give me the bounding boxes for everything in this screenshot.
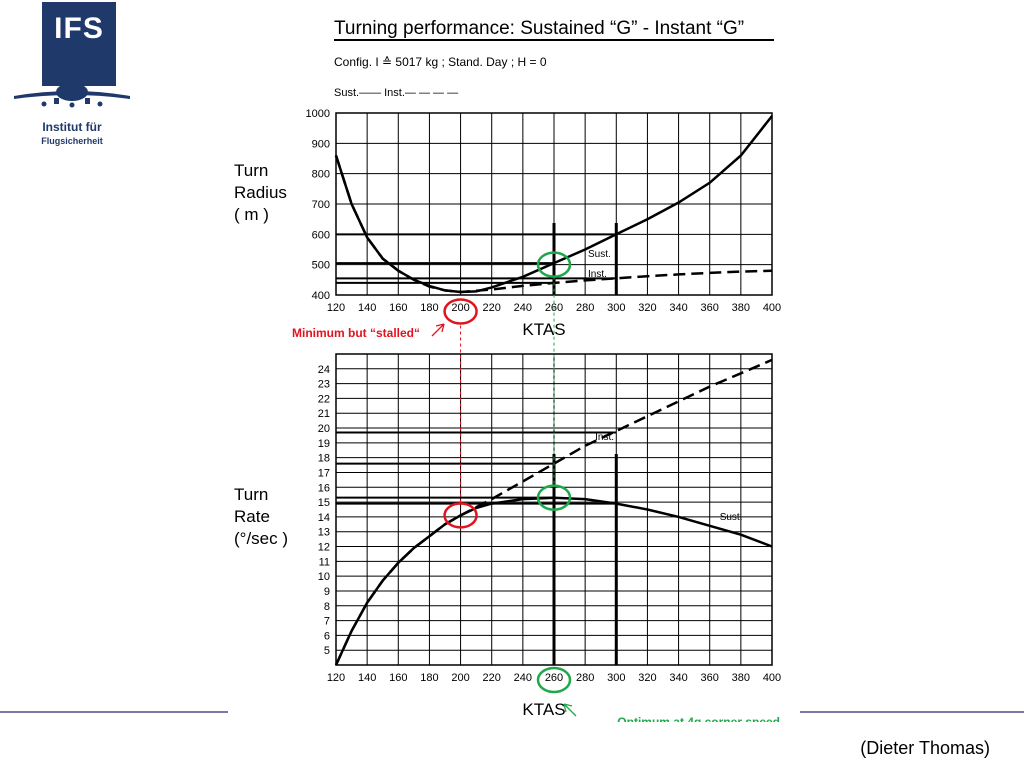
- x-tick-label: 120: [327, 302, 345, 314]
- x-tick-label: 280: [576, 672, 594, 684]
- y-tick-label: 12: [318, 542, 330, 554]
- logo-abbr: IFS: [54, 12, 104, 45]
- x-tick-label: 300: [607, 672, 625, 684]
- series-label: Sust.: [588, 249, 611, 260]
- y-axis-label: ( m ): [234, 205, 269, 224]
- y-tick-label: 18: [318, 453, 330, 465]
- figure-legend: Sust.—— Inst.— — — —: [334, 87, 458, 99]
- y-tick-label: 20: [318, 423, 330, 435]
- y-tick-label: 9: [324, 586, 330, 598]
- y-axis-label: Turn: [234, 485, 268, 504]
- y-tick-label: 13: [318, 527, 330, 539]
- turn-radius-chart: 120 140 160 180 200 220 240 260 280 300 320 340 360 3…: [234, 108, 781, 339]
- y-axis-label: Turn: [234, 161, 268, 180]
- y-tick-label: 24: [318, 364, 330, 376]
- footer-rule-right: [800, 711, 1024, 713]
- x-tick-label: 180: [420, 672, 438, 684]
- y-tick-label: 400: [312, 290, 330, 302]
- x-tick-label: 380: [732, 302, 750, 314]
- x-tick-label: 360: [701, 672, 719, 684]
- annotation-minimum-stalled: Minimum but “stalled“: [292, 326, 420, 340]
- y-tick-label: 23: [318, 379, 330, 391]
- x-tick-label: 200: [451, 302, 469, 314]
- y-tick-label: 14: [318, 512, 330, 524]
- series-label: Inst.: [595, 432, 614, 443]
- series-label: Inst.: [588, 269, 607, 280]
- y-tick-label: 11: [319, 556, 330, 568]
- turning-performance-figure: Turning performance: Sustained “G” - Ins…: [234, 18, 781, 722]
- y-tick-label: 10: [318, 571, 330, 583]
- credit-text: (Dieter Thomas): [860, 738, 990, 758]
- annotation-arrow-green: [563, 703, 577, 717]
- x-tick-label: 140: [358, 672, 376, 684]
- red-highlight-200-bottom: [443, 502, 478, 529]
- x-tick-label: 400: [763, 672, 781, 684]
- green-highlight-260-bottom: [536, 484, 572, 511]
- annotation-corner-speed: Optimum at 4g corner speed: [617, 715, 780, 722]
- y-tick-label: 7: [324, 616, 330, 628]
- x-axis-label: KTAS: [522, 320, 565, 339]
- figure-subtitle: Config. I ≙ 5017 kg ; Stand. Day ; H = 0: [334, 55, 547, 69]
- x-tick-label: 180: [420, 302, 438, 314]
- y-tick-label: 500: [312, 260, 330, 272]
- turn-rate-chart: 120 140 160 180 200 220 240 260 280 300 320 340 360 3…: [234, 353, 781, 719]
- red-highlight-200-top: [443, 298, 478, 325]
- y-tick-label: 16: [318, 482, 330, 494]
- y-tick-label: 600: [312, 229, 330, 241]
- y-tick-label: 5: [324, 645, 330, 657]
- x-axis-label: KTAS: [522, 700, 565, 719]
- logo-line1: Institut für: [42, 120, 102, 134]
- x-tick-label: 140: [358, 302, 376, 314]
- y-axis-label: Radius: [234, 183, 287, 202]
- x-tick-label: 320: [638, 672, 656, 684]
- x-tick-label: 220: [483, 672, 501, 684]
- x-tick-label: 240: [514, 302, 532, 314]
- y-tick-label: 8: [324, 601, 330, 613]
- series-label: Sust.: [720, 512, 743, 523]
- x-tick-label: 400: [763, 302, 781, 314]
- annotation-arrow-red: [431, 323, 445, 337]
- y-tick-label: 19: [318, 438, 330, 450]
- y-tick-label: 6: [324, 630, 330, 642]
- y-tick-label: 17: [318, 467, 330, 479]
- y-tick-label: 1000: [306, 108, 330, 120]
- y-tick-label: 22: [318, 393, 330, 405]
- x-tick-label: 320: [638, 302, 656, 314]
- x-tick-label: 160: [389, 672, 407, 684]
- x-tick-label: 200: [451, 672, 469, 684]
- x-tick-label: 280: [576, 302, 594, 314]
- x-tick-label: 300: [607, 302, 625, 314]
- y-tick-label: 21: [318, 408, 330, 420]
- x-tick-label: 240: [514, 672, 532, 684]
- airplane-icon: [14, 83, 130, 108]
- x-tick-label: 380: [732, 672, 750, 684]
- x-tick-label: 340: [669, 672, 687, 684]
- x-tick-label: 160: [389, 302, 407, 314]
- ifs-logo: IFS Institut für Flugsicherheit: [14, 2, 130, 152]
- figure-title: Turning performance: Sustained “G” - Ins…: [334, 18, 744, 39]
- y-tick-label: 15: [318, 497, 330, 509]
- y-tick-label: 800: [312, 169, 330, 181]
- logo-line2: Flugsicherheit: [41, 136, 103, 146]
- y-tick-label: 700: [312, 199, 330, 211]
- green-highlight-260-axis: [536, 666, 572, 694]
- logo-box: [42, 2, 116, 86]
- x-tick-label: 260: [545, 672, 563, 684]
- y-tick-label: 900: [312, 138, 330, 150]
- y-axis-label: Rate: [234, 507, 270, 526]
- x-tick-label: 360: [701, 302, 719, 314]
- series-line-inst: [334, 358, 773, 666]
- x-tick-label: 120: [327, 672, 345, 684]
- footer-rule-left: [0, 711, 228, 713]
- series-line-inst: [334, 155, 773, 294]
- y-axis-label: (°/sec ): [234, 529, 288, 548]
- x-tick-label: 340: [669, 302, 687, 314]
- x-tick-label: 220: [483, 302, 501, 314]
